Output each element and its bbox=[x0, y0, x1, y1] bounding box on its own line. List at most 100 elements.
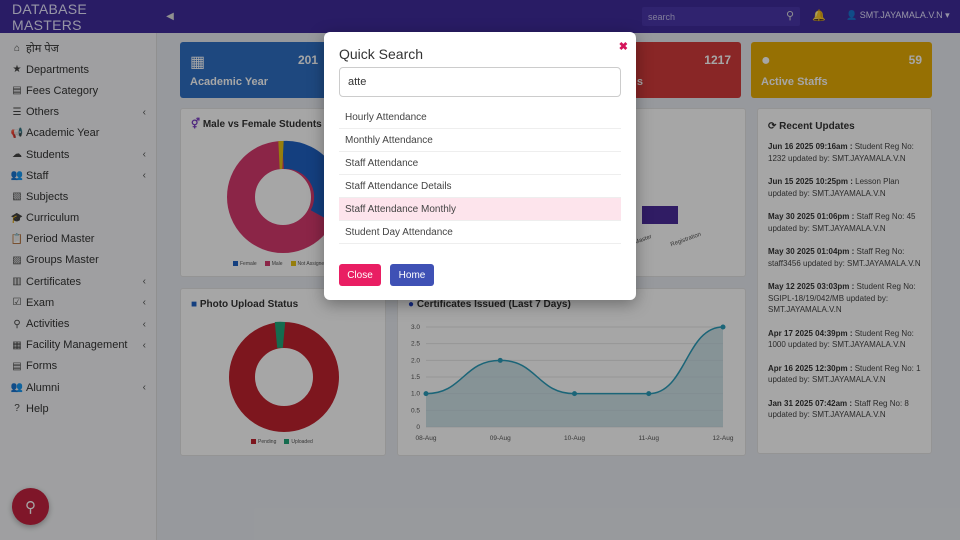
sidebar-item[interactable]: ☑ Exam ‹ bbox=[0, 292, 156, 313]
search-result-item[interactable]: Monthly Attendance bbox=[339, 129, 621, 152]
search-result-item[interactable]: Hourly Attendance bbox=[339, 106, 621, 129]
user-icon: 👤 bbox=[846, 10, 858, 20]
update-time: Apr 17 2025 04:39pm : bbox=[768, 328, 853, 338]
sidebar-item[interactable]: ☰ Others ‹ bbox=[0, 102, 156, 123]
sidebar-item-label: Alumni bbox=[26, 381, 60, 394]
bell-icon[interactable]: 🔔 bbox=[812, 10, 826, 22]
sidebar-item[interactable]: 📢 Academic Year bbox=[0, 123, 156, 144]
photo-donut-chart bbox=[229, 321, 339, 432]
update-item: May 12 2025 03:03pm : Student Reg No: SG… bbox=[768, 281, 921, 316]
user-menu[interactable]: 👤 SMT.JAYAMALA.V.N ▾ bbox=[846, 10, 950, 21]
group-icon: 👥 bbox=[10, 382, 24, 394]
sidebar-item[interactable]: ▨ Groups Master bbox=[0, 250, 156, 271]
search-icon[interactable]: ⚲ bbox=[785, 10, 794, 22]
chevron-left-icon: ‹ bbox=[142, 382, 146, 394]
update-text: Student Reg No: 1 updated by: SMT.JAYAMA… bbox=[768, 363, 921, 385]
chevron-left-icon: ‹ bbox=[142, 297, 146, 309]
y-tick-label: 1.0 bbox=[411, 391, 420, 398]
sidebar-item[interactable]: ⌂ होम पेज bbox=[0, 38, 156, 59]
update-text: Student Reg No: 1000 updated by: SMT.JAY… bbox=[768, 328, 914, 350]
check-icon: ☑ bbox=[12, 297, 22, 309]
star-icon: ★ bbox=[12, 64, 22, 76]
stat-label: Academic Year bbox=[190, 76, 269, 88]
gender-icon: ⚥ bbox=[191, 119, 201, 130]
cloud-icon: ☁ bbox=[12, 149, 22, 161]
y-tick-label: 3.0 bbox=[411, 324, 420, 331]
update-item: May 30 2025 01:06pm : Staff Reg No: 45 u… bbox=[768, 211, 921, 234]
chevron-left-icon: ‹ bbox=[142, 170, 146, 182]
close-button[interactable]: Close bbox=[339, 264, 381, 286]
update-item: Apr 17 2025 04:39pm : Student Reg No: 10… bbox=[768, 328, 921, 351]
brand-title[interactable]: DATABASE MASTERS bbox=[12, 0, 88, 33]
sidebar-item[interactable]: ▤ Forms bbox=[0, 356, 156, 377]
update-item: Jun 16 2025 09:16am : Student Reg No: 12… bbox=[768, 141, 921, 164]
sidebar-item[interactable]: ⚲ Activities ‹ bbox=[0, 313, 156, 334]
folder-icon: ▨ bbox=[12, 254, 22, 266]
stat-value: 59 bbox=[908, 53, 922, 67]
top-search-placeholder: search bbox=[648, 11, 676, 22]
stat-label: Active Staffs bbox=[761, 76, 828, 88]
sidebar-item[interactable]: ▤ Fees Category bbox=[0, 80, 156, 101]
sidebar-item[interactable]: ? Help bbox=[0, 398, 156, 419]
stat-card-active-staffs[interactable]: ● 59 Active Staffs bbox=[751, 42, 932, 98]
sidebar-item-label: Groups Master bbox=[26, 254, 99, 267]
sidebar-item-label: Subjects bbox=[26, 190, 69, 203]
sidebar-item[interactable]: ▥ Certificates ‹ bbox=[0, 271, 156, 292]
quick-search-input[interactable] bbox=[339, 67, 621, 97]
sidebar-item-label: Curriculum bbox=[26, 212, 80, 225]
recent-updates-panel: ⟳ Recent Updates Jun 16 2025 09:16am : S… bbox=[757, 108, 932, 454]
recent-updates-title: ⟳ Recent Updates bbox=[768, 121, 855, 132]
search-result-item[interactable]: Staff Attendance bbox=[339, 152, 621, 175]
sidebar-item[interactable]: 👥 Staff ‹ bbox=[0, 165, 156, 186]
user-circle-icon: ● bbox=[761, 52, 771, 69]
update-item: May 30 2025 01:04pm : Staff Reg No: staf… bbox=[768, 246, 921, 269]
update-time: Jun 15 2025 10:25pm : bbox=[768, 177, 853, 186]
calendar-icon: ▦ bbox=[190, 54, 206, 71]
sidebar-item[interactable]: ★ Departments bbox=[0, 59, 156, 80]
sidebar-item[interactable]: 📋 Period Master bbox=[0, 229, 156, 250]
top-search-input[interactable]: search ⚲ bbox=[642, 7, 800, 26]
sidebar-item-label: Forms bbox=[26, 360, 58, 373]
data-point bbox=[646, 391, 652, 397]
data-point bbox=[423, 391, 429, 397]
sidebar-item-label: Academic Year bbox=[26, 127, 100, 140]
sidebar-toggle-icon[interactable]: ◀ bbox=[166, 11, 174, 22]
user-name: SMT.JAYAMALA.V.N ▾ bbox=[859, 10, 950, 20]
refresh-icon: ⟳ bbox=[768, 121, 777, 132]
form-icon: ▤ bbox=[12, 360, 22, 372]
update-text: Lesson Plan updated by: SMT.JAYAMALA.V.N bbox=[768, 177, 900, 198]
certificates-panel: ● Certificates Issued (Last 7 Days) 0 0.5… bbox=[397, 288, 746, 456]
search-result-item[interactable]: Student Day Attendance bbox=[339, 221, 621, 244]
chevron-left-icon: ‹ bbox=[142, 318, 146, 330]
sidebar-item-label: Departments bbox=[26, 63, 89, 76]
home-button[interactable]: Home bbox=[390, 264, 434, 286]
sidebar-item[interactable]: ☁ Students ‹ bbox=[0, 144, 156, 165]
x-tick-label: 08-Aug bbox=[416, 435, 437, 442]
y-tick-label: 0.5 bbox=[411, 407, 420, 414]
sidebar-item[interactable]: 🎓 Curriculum bbox=[0, 208, 156, 229]
sidebar-item-label: Fees Category bbox=[26, 84, 99, 97]
graduation-icon: 🎓 bbox=[10, 212, 24, 224]
search-result-item[interactable]: Staff Attendance Monthly bbox=[339, 198, 621, 221]
x-tick-label: 11-Aug bbox=[639, 435, 660, 442]
sidebar-item[interactable]: 👥 Alumni ‹ bbox=[0, 377, 156, 398]
series-area bbox=[426, 327, 723, 427]
sidebar-item-label: Students bbox=[26, 148, 70, 161]
legend-male: Male bbox=[264, 261, 283, 267]
close-icon[interactable]: ✖ bbox=[618, 41, 628, 53]
update-time: Apr 16 2025 12:30pm : bbox=[768, 363, 853, 373]
dot-icon: ● bbox=[408, 299, 415, 310]
home-icon: ⌂ bbox=[13, 43, 21, 55]
sidebar-item-label: Certificates bbox=[26, 275, 82, 288]
update-time: May 12 2025 03:03pm : bbox=[768, 282, 855, 291]
sidebar-item-label: Others bbox=[26, 106, 60, 119]
update-time: May 30 2025 01:06pm : bbox=[768, 212, 855, 221]
photo-panel-title: ■ Photo Upload Status bbox=[191, 299, 299, 310]
stat-card-academic-year[interactable]: ▦ 201 Academic Year bbox=[180, 42, 328, 98]
sidebar-item[interactable]: ▧ Subjects bbox=[0, 186, 156, 207]
update-time: Jan 31 2025 07:42am : bbox=[768, 398, 853, 408]
gender-legend: Female Male Not Assigned bbox=[233, 261, 327, 267]
quick-search-button[interactable]: ⚲ bbox=[12, 488, 49, 525]
search-result-item[interactable]: Staff Attendance Details bbox=[339, 175, 621, 198]
sidebar-item[interactable]: ▦ Facility Management ‹ bbox=[0, 335, 156, 356]
